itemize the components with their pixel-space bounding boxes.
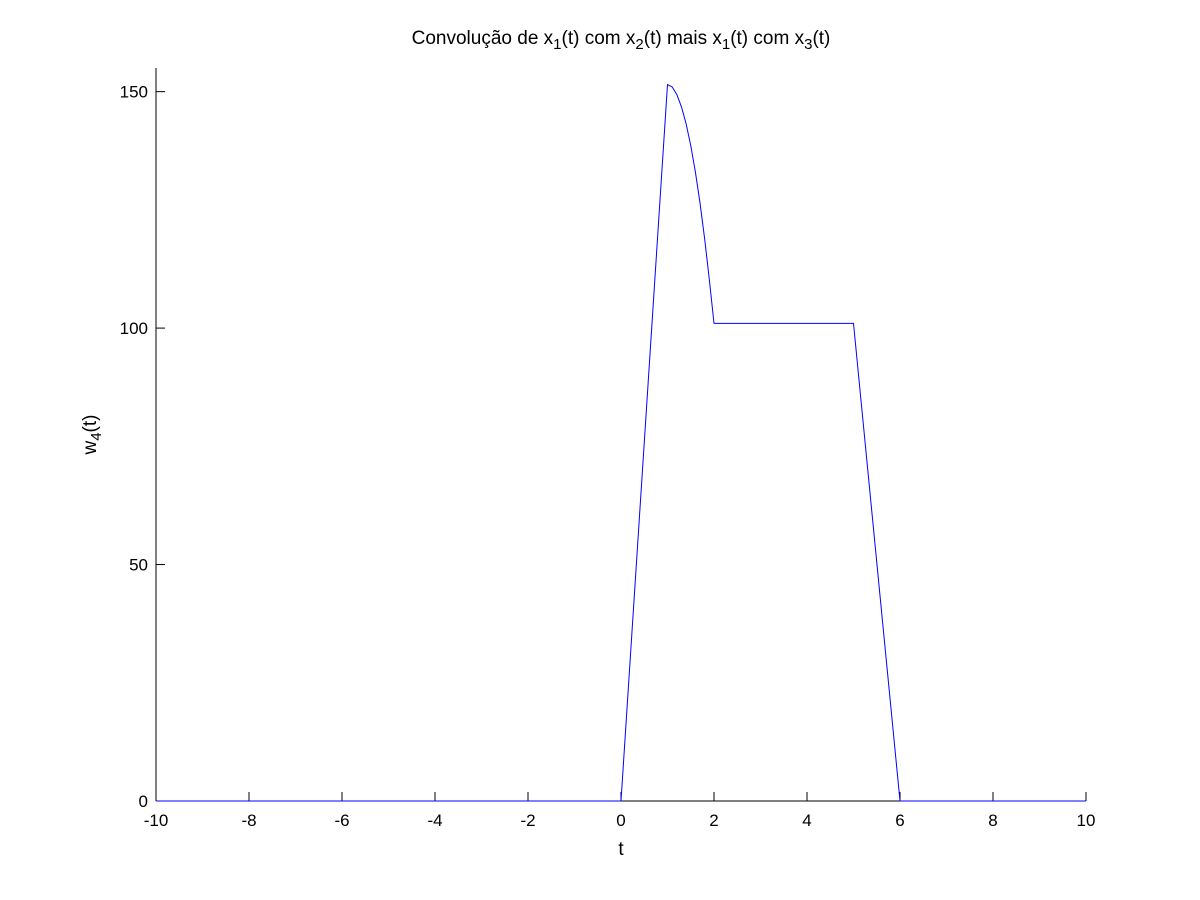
y-tick-label: 50	[129, 556, 148, 575]
plot-area	[156, 68, 1086, 801]
series-line	[156, 84, 1086, 802]
x-tick-label: -4	[427, 811, 442, 830]
x-tick-label: -8	[241, 811, 256, 830]
x-tick-label: 6	[895, 811, 904, 830]
x-axis-label: t	[618, 839, 624, 860]
x-tick-label: 4	[802, 811, 811, 830]
x-tick-label: -6	[334, 811, 349, 830]
series-layer	[156, 84, 1086, 802]
x-tick-label: -2	[520, 811, 535, 830]
chart-title: Convolução de x1(t) com x2(t) mais x1(t)…	[412, 28, 831, 53]
x-tick-label: 10	[1077, 811, 1096, 830]
x-tick-label: 2	[709, 811, 718, 830]
y-tick-label: 150	[120, 83, 148, 102]
y-axis-label: w4(t)	[80, 414, 105, 455]
y-tick-label: 100	[120, 319, 148, 338]
x-tick-label: 8	[988, 811, 997, 830]
y-tick-label: 0	[139, 792, 148, 811]
x-tick-label: 0	[616, 811, 625, 830]
x-tick-label: -10	[144, 811, 169, 830]
